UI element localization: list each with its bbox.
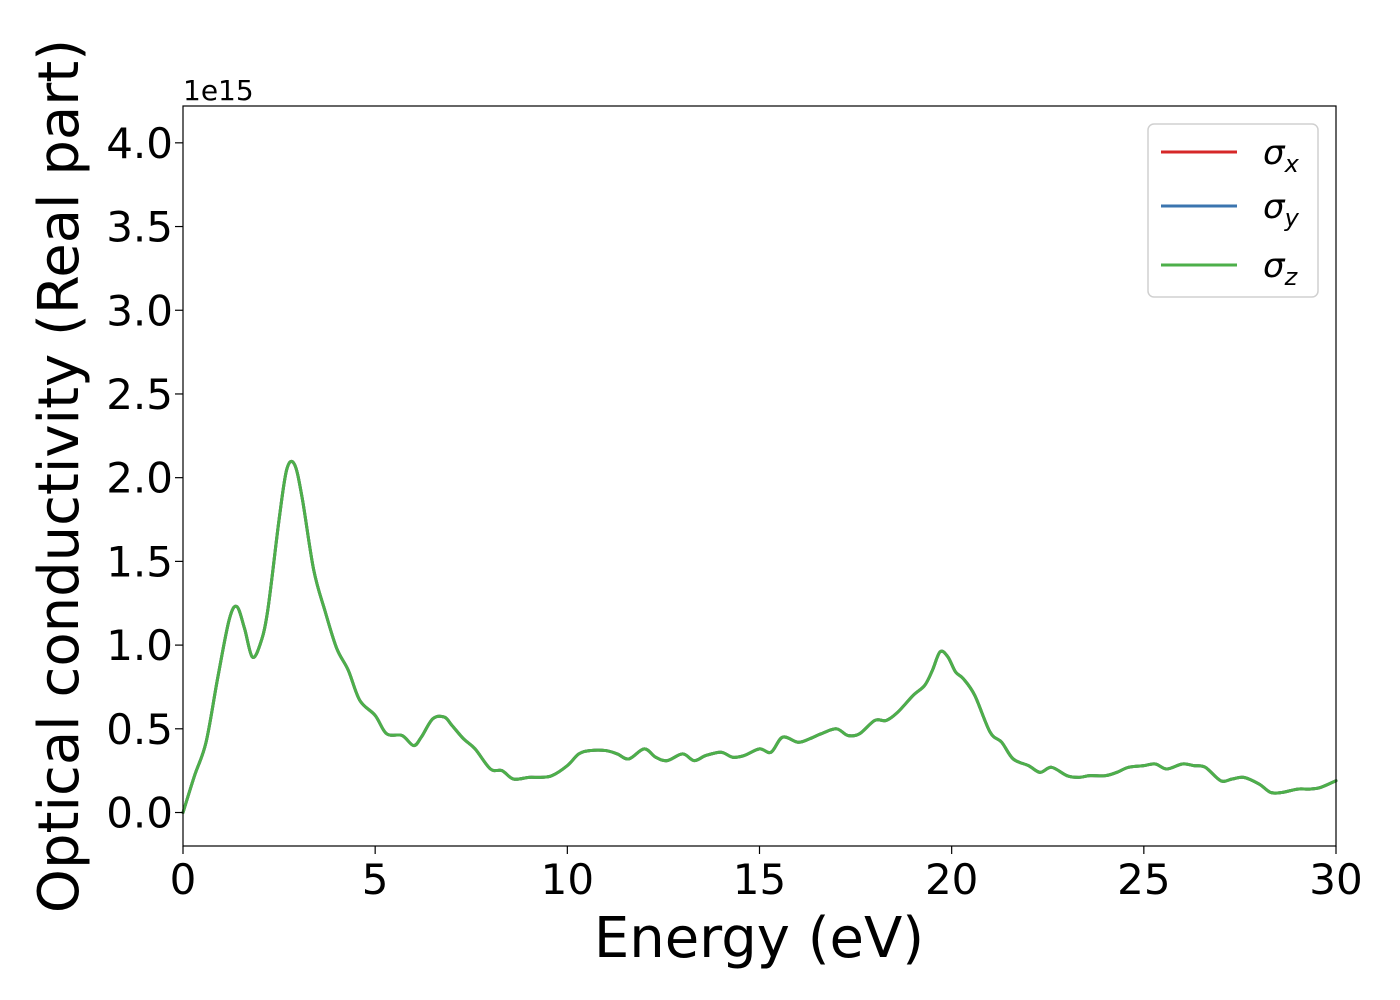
legend-label-z: σz — [1263, 246, 1299, 291]
x-axis-title: Energy (eV) — [594, 906, 924, 971]
legend-box — [1147, 123, 1319, 298]
series-line-x — [181, 459, 1338, 815]
x-tick-label: 15 — [733, 855, 786, 904]
y-axis-ticks: 0.0 0.5 1.0 1.5 2.0 2.5 3.0 3.5 4.0 — [106, 119, 183, 838]
y-tick-label: 3.0 — [106, 286, 173, 335]
x-tick-label: 10 — [541, 855, 594, 904]
x-tick-label: 0 — [170, 855, 197, 904]
x-tick-label: 25 — [1117, 855, 1170, 904]
legend-label-x: σx — [1263, 133, 1300, 178]
y-axis-offset-label: 1e15 — [183, 74, 254, 107]
y-tick-label: 4.0 — [106, 119, 173, 168]
x-tick-label: 30 — [1309, 855, 1362, 904]
y-tick-label: 2.0 — [106, 454, 173, 503]
y-tick-label: 0.0 — [106, 789, 173, 838]
y-axis-title: Optical conductivity (Real part) — [27, 39, 92, 913]
x-tick-label: 20 — [925, 855, 978, 904]
y-tick-label: 0.5 — [106, 705, 173, 754]
y-tick-label: 1.5 — [106, 537, 173, 586]
series-line-z — [181, 459, 1338, 815]
legend: σx σy σz — [1147, 123, 1319, 298]
y-tick-label: 2.5 — [106, 370, 173, 419]
series-layer — [181, 459, 1338, 815]
series-line-y — [181, 459, 1338, 815]
y-tick-label: 1.0 — [106, 621, 173, 670]
x-axis-ticks: 0 5 10 15 20 25 30 — [170, 846, 1363, 904]
y-tick-label: 3.5 — [106, 203, 173, 252]
x-tick-label: 5 — [362, 855, 389, 904]
legend-label-y: σy — [1263, 187, 1300, 232]
